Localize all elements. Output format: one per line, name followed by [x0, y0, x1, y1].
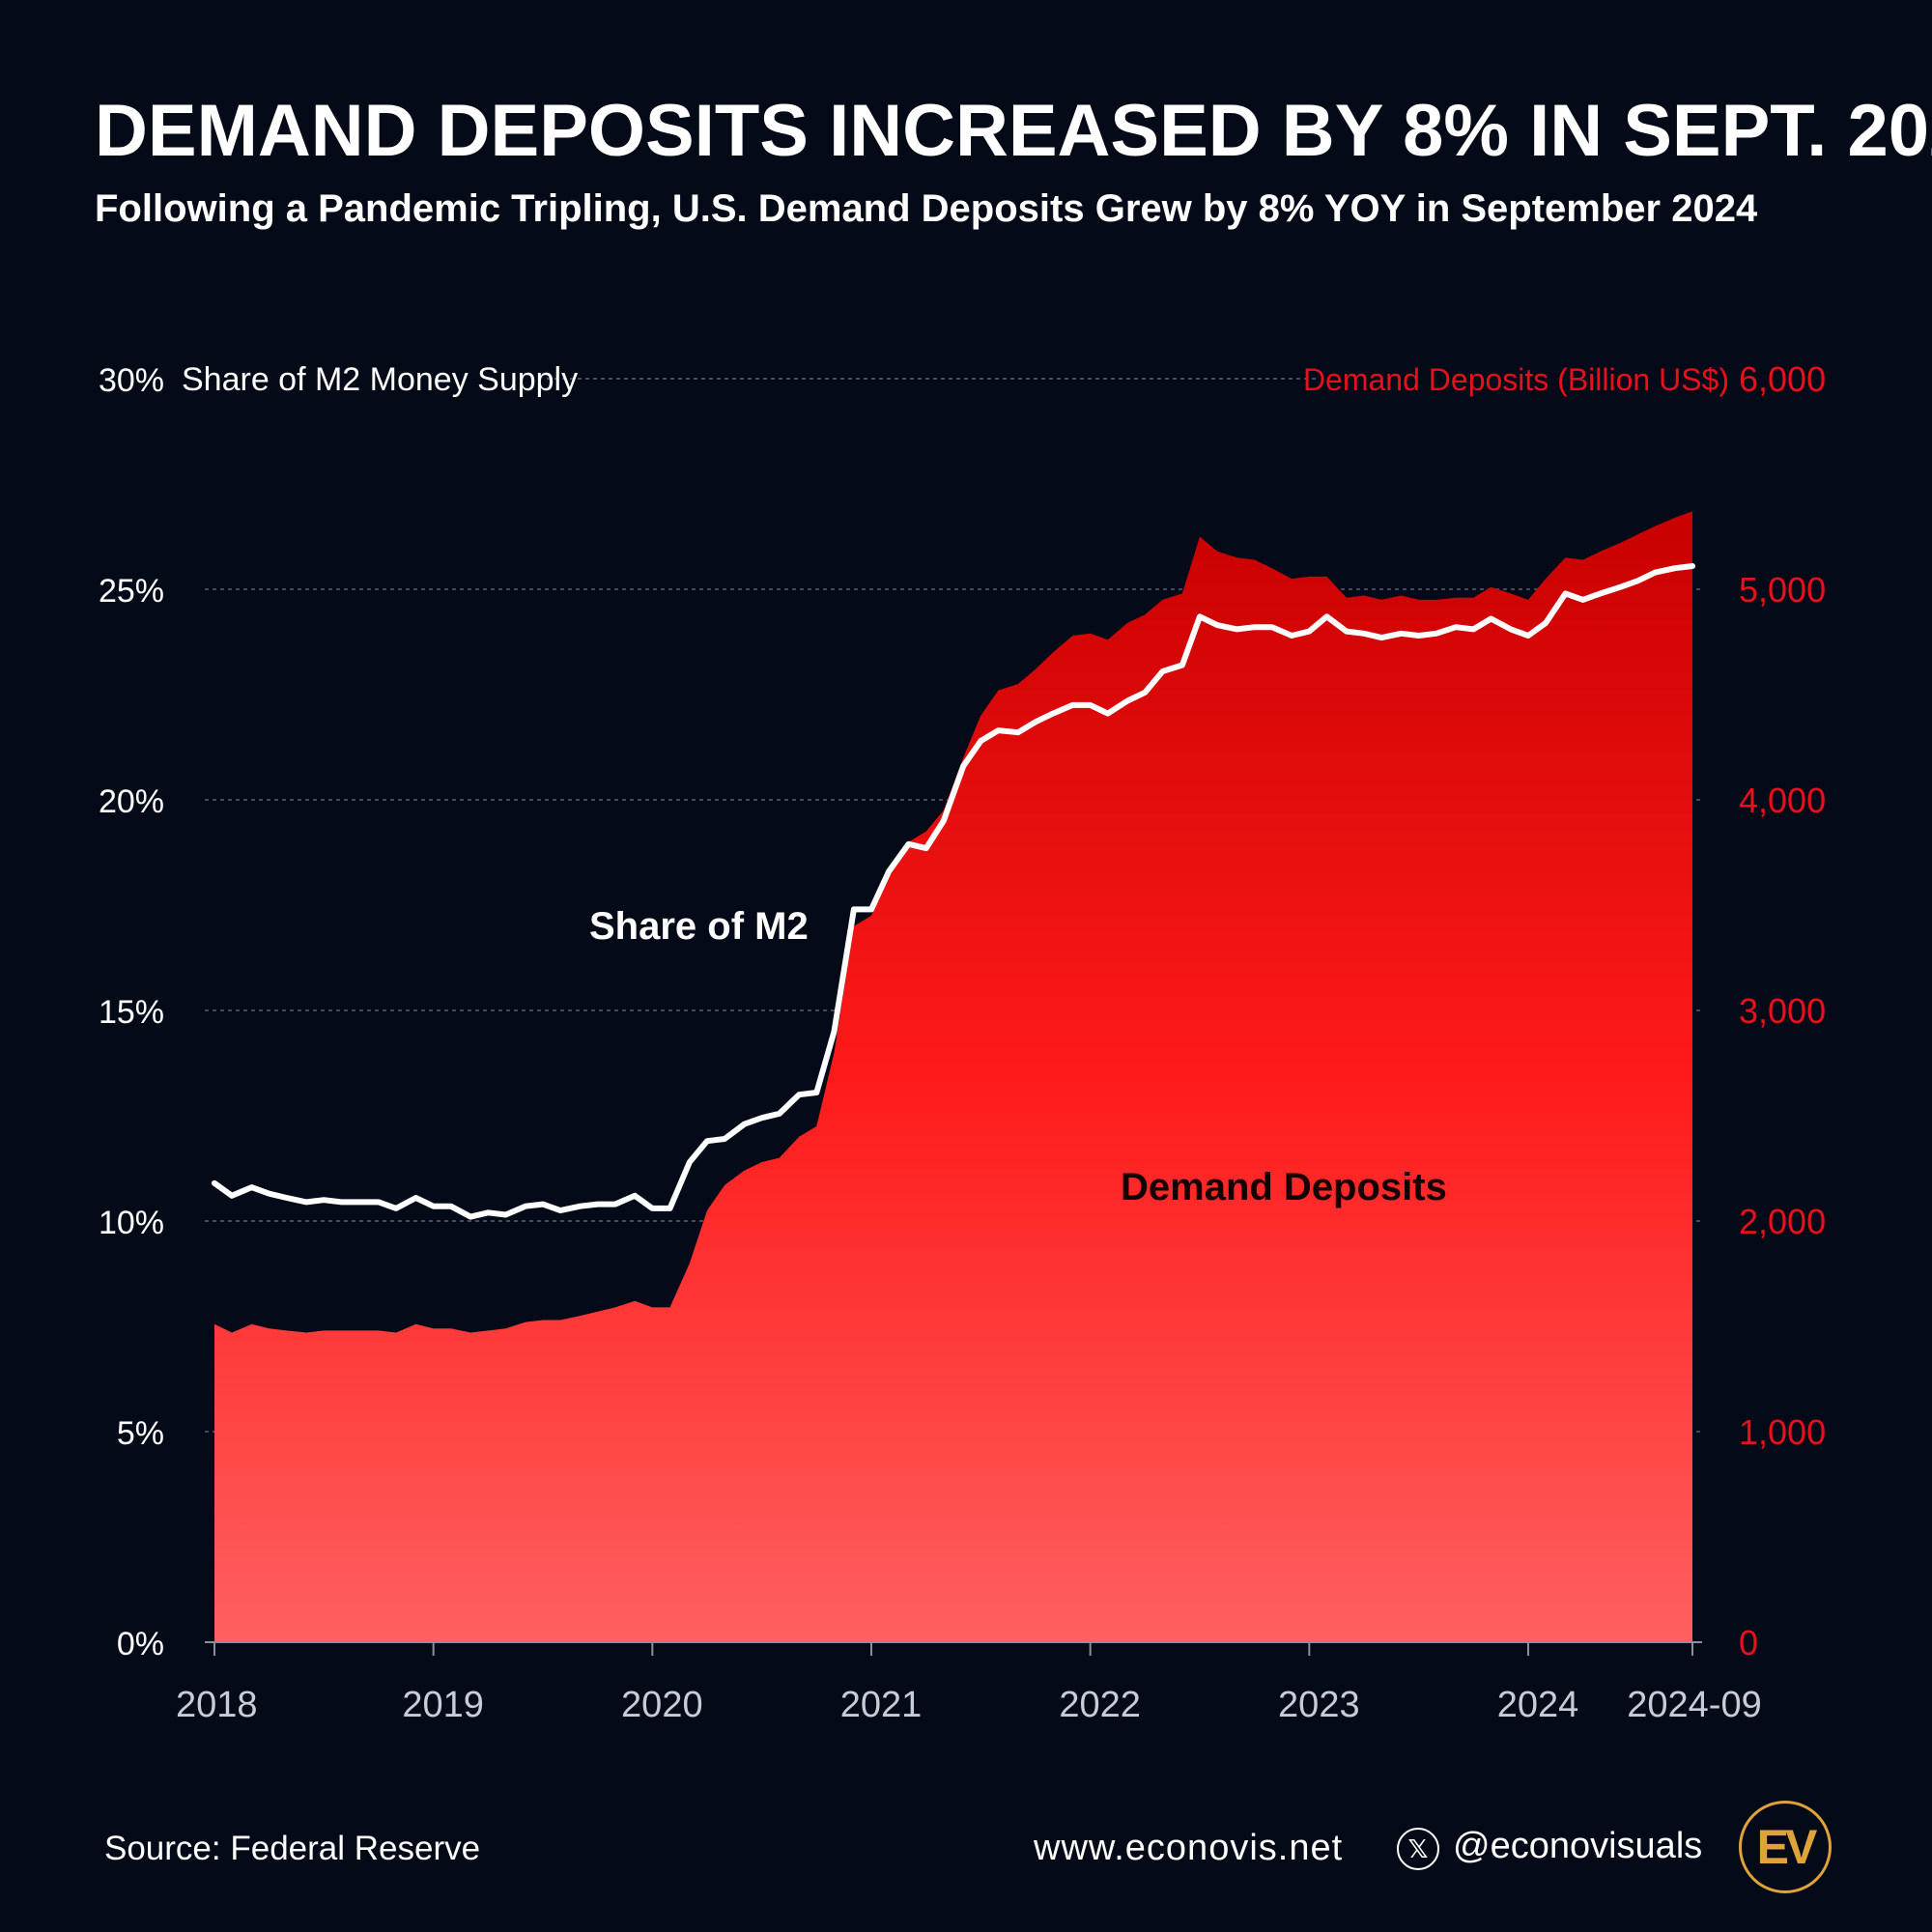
source-note: Source: Federal Reserve [104, 1830, 481, 1867]
left-tick-label: 20% [99, 783, 164, 820]
left-tick-label: 30% [99, 362, 164, 399]
x-tick-label: 2024 [1497, 1685, 1579, 1725]
right-tick-label: 3,000 [1739, 991, 1826, 1031]
area-layer [214, 511, 1692, 1642]
right-axis-title: Demand Deposits (Billion US$) [1303, 362, 1729, 397]
econovis-logo: EV [1739, 1801, 1832, 1893]
axes: 0% 5% 10% 15% 20% 25% 30% 0 1,000 2,000 3,000 4,000… [99, 359, 1826, 1725]
x-tick-label: 2021 [840, 1685, 923, 1725]
social-handle[interactable]: @econovisuals [1453, 1826, 1703, 1866]
demand-deposits-area [214, 511, 1692, 1642]
x-logo-icon[interactable]: 𝕏 [1397, 1828, 1439, 1870]
chart-title: DEMAND DEPOSITS INCREASED BY 8% IN SEPT.… [95, 90, 1932, 172]
left-tick-label: 25% [99, 573, 164, 610]
right-tick-label: 6,000 [1739, 359, 1826, 399]
demand-deposits-label: Demand Deposits [1121, 1166, 1447, 1208]
left-tick-label: 5% [117, 1415, 164, 1452]
left-tick-label: 0% [117, 1626, 164, 1662]
labels: Share of M2 Money Supply Demand Deposits … [182, 361, 1729, 1208]
right-tick-label: 0 [1739, 1623, 1758, 1662]
x-tick-label: 2024-09 [1627, 1685, 1761, 1725]
x-tick-label: 2023 [1278, 1685, 1360, 1725]
left-tick-label: 15% [99, 994, 164, 1031]
right-tick-label: 1,000 [1739, 1412, 1826, 1452]
x-tick-label: 2019 [402, 1685, 484, 1725]
x-tick-label: 2020 [621, 1685, 703, 1725]
share-of-m2-label: Share of M2 [589, 905, 809, 948]
right-tick-label: 5,000 [1739, 570, 1826, 610]
right-tick-label: 4,000 [1739, 781, 1826, 820]
line-layer [212, 563, 1695, 1220]
chart-subtitle: Following a Pandemic Tripling, U.S. Dema… [95, 187, 1758, 230]
x-tick-label: 2022 [1059, 1685, 1141, 1725]
share-of-m2-line [212, 563, 1695, 1220]
website-link[interactable]: www.econovis.net [1034, 1828, 1344, 1868]
left-tick-label: 10% [99, 1205, 164, 1241]
left-axis-title: Share of M2 Money Supply [182, 361, 578, 398]
right-tick-label: 2,000 [1739, 1202, 1826, 1241]
x-tick-label: 2018 [176, 1685, 258, 1725]
